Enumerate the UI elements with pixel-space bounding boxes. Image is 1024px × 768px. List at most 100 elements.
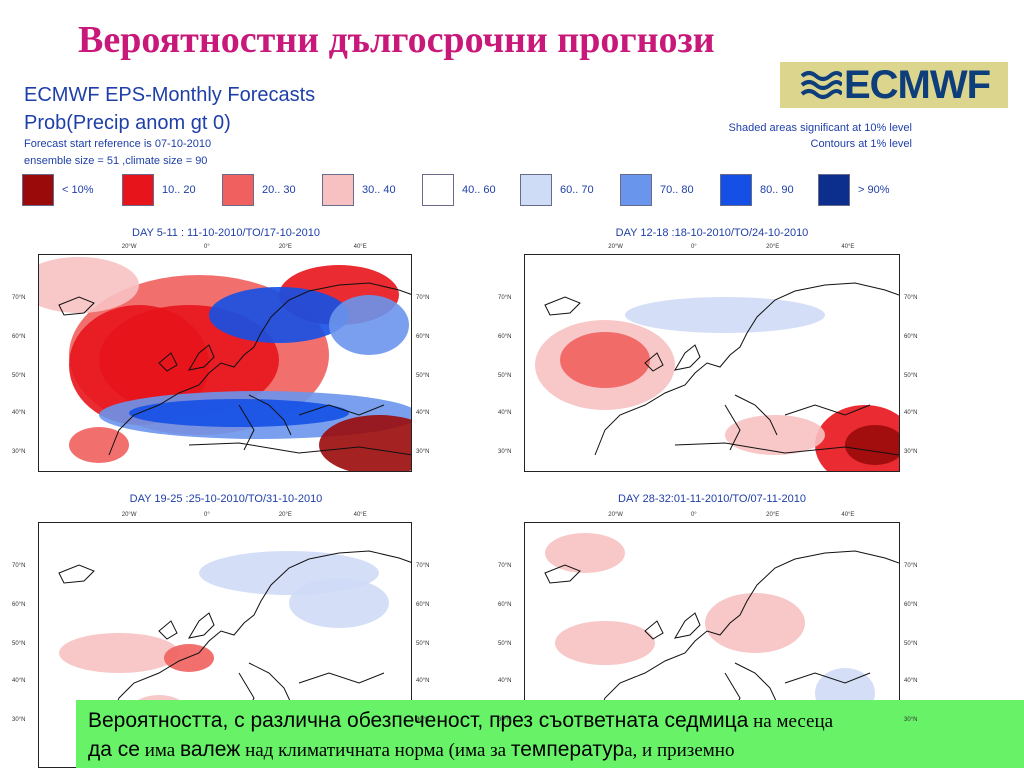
probability-shading <box>319 415 411 471</box>
latitude-label: 30°N <box>416 449 430 456</box>
longitude-label: 20°W <box>608 244 623 250</box>
latitude-label: 40°N <box>498 678 512 685</box>
longitude-label: 0° <box>204 244 210 250</box>
panel-title: DAY 12-18 :18-10-2010/TO/24-10-2010 <box>615 227 809 239</box>
probability-shading <box>555 621 655 665</box>
probability-shading <box>209 287 349 343</box>
legend-item: 20.. 30 <box>222 172 296 208</box>
logo-text: ECMWF <box>843 62 991 107</box>
latitude-label: 30°N <box>12 717 26 724</box>
coastline <box>544 550 899 724</box>
latitude-label: 70°N <box>416 562 430 569</box>
caption-text: температур <box>510 738 625 761</box>
legend-label: 80.. 90 <box>760 184 794 196</box>
latitude-label: 40°N <box>12 410 26 417</box>
probability-shading <box>69 427 129 463</box>
forecast-start: Forecast start reference is 07-10-2010 <box>24 138 212 150</box>
legend-label: 20.. 30 <box>262 184 296 196</box>
legend-label: 30.. 40 <box>362 184 396 196</box>
legend-item: 10.. 20 <box>122 172 196 208</box>
ecmwf-wave-icon <box>800 71 842 99</box>
probability-shading <box>129 399 349 427</box>
probability-shading <box>845 425 899 465</box>
caption-text: а, и приземно <box>624 740 735 761</box>
probability-shading <box>39 257 139 313</box>
caption-line-2: да се има валеж над климатичната норма (… <box>88 738 734 762</box>
legend-swatch <box>22 174 54 206</box>
longitude-label: 20°E <box>766 512 780 518</box>
slide-title: Вероятностни дългосрочни прогнози <box>78 19 715 61</box>
caption-text: има <box>139 740 180 761</box>
longitude-label: 0° <box>204 512 210 518</box>
latitude-label: 50°N <box>904 641 918 648</box>
probability-shading <box>705 593 805 653</box>
latitude-label: 40°N <box>904 410 918 417</box>
panel-title: DAY 5-11 : 11-10-2010/TO/17-10-2010 <box>132 227 320 239</box>
legend-item: 60.. 70 <box>520 172 594 208</box>
latitude-label: 70°N <box>904 562 918 569</box>
legend-item: 40.. 60 <box>422 172 496 208</box>
latitude-label: 50°N <box>12 373 26 380</box>
longitude-label: 20°E <box>278 244 292 250</box>
legend-swatch <box>222 174 254 206</box>
legend-item: 30.. 40 <box>322 172 396 208</box>
latitude-label: 60°N <box>416 333 430 340</box>
latitude-label: 70°N <box>498 562 512 569</box>
longitude-label: 20°W <box>121 244 137 250</box>
latitude-label: 50°N <box>416 641 430 648</box>
legend-item: < 10% <box>22 172 94 208</box>
legend-swatch <box>620 174 652 206</box>
longitude-label: 20°E <box>278 512 292 518</box>
latitude-label: 30°N <box>904 717 918 724</box>
map-panel-day5-11 <box>38 254 412 472</box>
forecast-parameter: Prob(Precip anom gt 0) <box>24 112 231 134</box>
latitude-label: 40°N <box>12 678 26 685</box>
latitude-label: 50°N <box>498 641 512 648</box>
latitude-label: 30°N <box>904 449 918 456</box>
legend-item: 70.. 80 <box>620 172 694 208</box>
latitude-label: 60°N <box>904 601 918 608</box>
longitude-label: 0° <box>690 244 697 250</box>
panel-title: DAY 28-32:01-11-2010/TO/07-11-2010 <box>618 493 806 505</box>
legend-swatch <box>322 174 354 206</box>
latitude-label: 70°N <box>904 294 918 301</box>
legend-label: 40.. 60 <box>462 184 496 196</box>
legend-item: 80.. 90 <box>720 172 794 208</box>
latitude-label: 70°N <box>12 294 26 301</box>
caption-text: да се <box>88 738 140 761</box>
caption-text: Вероятността, с различна обезпеченост, п… <box>88 709 749 732</box>
coastline <box>58 282 411 456</box>
legend-swatch <box>520 174 552 206</box>
latitude-label: 30°N <box>12 449 26 456</box>
probability-shading <box>59 633 179 673</box>
probability-shading <box>289 578 389 628</box>
legend-label: < 10% <box>62 184 94 196</box>
probability-shading <box>560 332 650 388</box>
probability-shading <box>329 295 409 355</box>
legend-swatch <box>122 174 154 206</box>
legend-swatch <box>818 174 850 206</box>
legend-label: 10.. 20 <box>162 184 196 196</box>
probability-legend: < 10% 10.. 20 20.. 30 30.. 40 40.. 60 60… <box>22 172 922 208</box>
probability-shading <box>164 644 214 672</box>
caption-line-1: Вероятността, с различна обезпеченост, п… <box>88 709 833 733</box>
latitude-label: 70°N <box>12 562 26 569</box>
legend-label: 70.. 80 <box>660 184 694 196</box>
caption-text: на месеца <box>748 711 834 732</box>
latitude-label: 30°N <box>416 717 430 724</box>
ecmwf-logo: ECMWF <box>780 62 1008 108</box>
caption-box: Вероятността, с различна обезпеченост, п… <box>76 700 1024 768</box>
legend-item: > 90% <box>818 172 890 208</box>
coastline <box>544 282 899 456</box>
latitude-label: 50°N <box>12 641 26 648</box>
probability-shading <box>725 415 825 455</box>
latitude-label: 60°N <box>12 601 26 608</box>
latitude-label: 60°N <box>904 333 918 340</box>
contour-note: Contours at 1% level <box>810 138 913 150</box>
latitude-label: 40°N <box>904 678 918 685</box>
longitude-label: 20°E <box>766 244 780 250</box>
longitude-label: 0° <box>690 512 697 518</box>
longitude-label: 40°E <box>841 512 855 518</box>
precip-probability-map <box>39 257 411 471</box>
legend-swatch <box>422 174 454 206</box>
